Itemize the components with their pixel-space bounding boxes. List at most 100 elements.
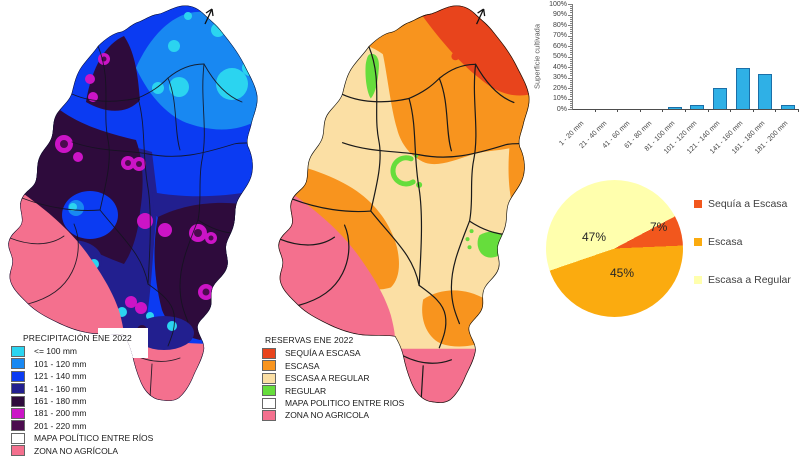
y-tick [570, 102, 572, 104]
pie-legend-swatch [694, 200, 702, 208]
y-tick-label: 100% [549, 0, 567, 8]
y-tick [570, 64, 572, 66]
y-tick [568, 67, 572, 68]
y-tick [570, 12, 572, 14]
x-tick [707, 109, 709, 112]
legend-label: 201 - 220 mm [34, 420, 87, 431]
legend-label: <= 100 mm [34, 346, 77, 357]
pie-legend-row: Escasa [694, 235, 791, 249]
legend-row: MAPA POLÍTICO ENTRE RÍOS [11, 432, 153, 444]
pie-legend-row: Escasa a Regular [694, 273, 791, 287]
legend-swatch [11, 432, 25, 444]
bar-chart-plot-area [572, 4, 799, 110]
legend-row: SEQUÍA A ESCASA [262, 347, 404, 360]
department-borders [9, 45, 255, 399]
pie-legend-label: Escasa a Regular [708, 274, 791, 286]
legend-label: ESCASA [285, 360, 320, 371]
y-tick [570, 75, 572, 77]
legend-label: MAPA POLITICO ENTRE RIOS [285, 397, 405, 408]
y-tick [570, 6, 572, 8]
y-tick [568, 4, 572, 5]
legend-swatch [11, 370, 25, 382]
x-tick [752, 109, 754, 112]
x-tick-label: 181 - 200 mm [753, 120, 790, 156]
legend-row: 181 - 200 mm [11, 407, 153, 420]
y-tick-label: 10% [552, 95, 567, 102]
pie-legend: Sequía a Escasa Escasa Escasa a Regular [694, 197, 791, 287]
legend-row: 101 - 120 mm [11, 358, 153, 370]
y-tick-label: 50% [552, 53, 567, 60]
y-tick [570, 27, 572, 29]
x-tick [639, 109, 641, 112]
y-tick [570, 69, 572, 71]
legend-row: <= 100 mm [11, 345, 153, 358]
x-tick [730, 109, 732, 112]
bar [758, 74, 773, 109]
legend-row: ZONA NO AGRÍCOLA [11, 445, 153, 457]
reserves-pie-chart: 7% 45% 47% [544, 180, 684, 320]
legend-row: 141 - 160 mm [11, 383, 153, 395]
y-tick [570, 37, 572, 39]
y-tick [570, 50, 572, 52]
y-tick [570, 29, 572, 31]
y-tick [568, 88, 572, 89]
pie-legend-label: Escasa [708, 236, 743, 248]
pie-legend-swatch [694, 276, 702, 284]
y-tick [568, 25, 572, 26]
legend-label: ESCASA A REGULAR [285, 373, 370, 384]
pie-legend-label: Sequía a Escasa [708, 198, 788, 210]
y-tick [570, 85, 572, 87]
legend-swatch [11, 445, 25, 457]
y-tick [570, 10, 572, 12]
y-tick [570, 90, 572, 92]
legend-swatch [262, 360, 276, 372]
y-tick [568, 77, 572, 79]
y-tick [570, 106, 572, 108]
pie-data-label: 45% [610, 266, 635, 280]
bar [735, 68, 750, 109]
x-tick [775, 109, 777, 112]
y-tick [570, 48, 572, 50]
x-tick [594, 109, 596, 112]
legend-row: 121 - 140 mm [11, 370, 153, 382]
y-tick [568, 46, 572, 47]
department-borders [279, 45, 527, 401]
y-tick-label: 60% [552, 42, 567, 50]
reserves-legend: RESERVAS ENE 2022 SEQUÍA A ESCASA ESCASA E… [262, 334, 404, 422]
legend-swatch [11, 420, 25, 432]
legend-label: REGULAR [285, 385, 327, 396]
y-tick [570, 62, 572, 64]
legend-label: 141 - 160 mm [34, 383, 87, 394]
y-tick [570, 83, 572, 85]
y-tick [570, 8, 572, 10]
y-tick [570, 16, 572, 18]
bar [690, 105, 705, 109]
y-tick-label: 80% [552, 21, 567, 29]
north-arrow-icon [475, 8, 486, 25]
legend-label: ZONA NO AGRÍCOLA [34, 445, 119, 456]
pie-legend-swatch [694, 238, 702, 246]
y-tick [570, 43, 572, 45]
pie-data-label: 47% [582, 230, 607, 244]
y-tick [568, 35, 572, 37]
precipitation-legend-title: PRECIPITACIÓN ENE 2022 [23, 333, 132, 343]
precipitation-legend: PRECIPITACIÓN ENE 2022 <= 100 mm 101 - 12… [11, 332, 153, 457]
y-tick-label: 40% [552, 63, 567, 71]
legend-row: ESCASA [262, 360, 404, 372]
reserves-legend-title: RESERVAS ENE 2022 [265, 335, 354, 345]
legend-row: ZONA NO AGRICOLA [262, 409, 404, 422]
pie-legend-row: Sequía a Escasa [694, 197, 791, 211]
y-tick [570, 71, 572, 73]
reserves-map [278, 5, 530, 403]
legend-row: 161 - 180 mm [11, 395, 153, 407]
legend-row: 201 - 220 mm [11, 420, 153, 432]
precipitation-map [8, 5, 258, 401]
y-tick-label: 90% [552, 11, 567, 18]
legend-label: ZONA NO AGRICOLA [285, 410, 370, 421]
legend-label: 121 - 140 mm [34, 371, 87, 382]
y-tick [570, 79, 572, 81]
legend-label: SEQUÍA A ESCASA [285, 348, 361, 359]
bar [712, 88, 727, 109]
y-tick [570, 54, 572, 56]
y-tick [570, 39, 572, 41]
